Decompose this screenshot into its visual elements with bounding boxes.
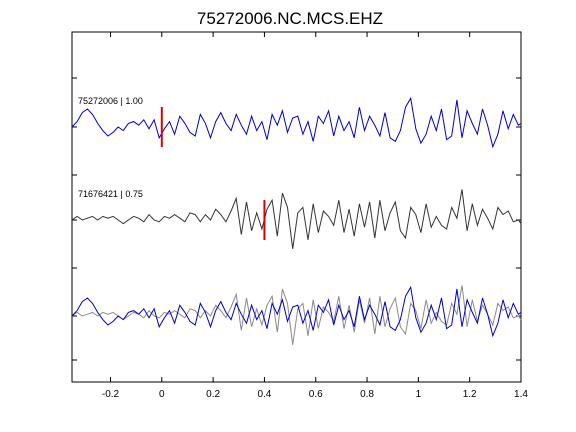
x-tick-label: 1 <box>416 389 422 400</box>
trace-panels: 75272006 | 1.00 71676421 | 0.75 <box>71 96 522 345</box>
trace-line-1 <box>71 96 522 149</box>
x-tick-label: 0.4 <box>257 389 271 400</box>
x-tick-label: 1.4 <box>514 389 528 400</box>
trace-label-1: 75272006 | 1.00 <box>78 96 143 106</box>
x-tick-label: 0.8 <box>360 389 374 400</box>
x-tick-label: 0.2 <box>206 389 220 400</box>
x-axis: -0.2 0 0.2 0.4 0.6 0.8 1 1.2 1.4 <box>102 32 528 400</box>
x-tick-label: 0 <box>159 389 165 400</box>
chart-title: 75272006.NC.MCS.EHZ <box>197 9 383 28</box>
overlay-trace-line-2 <box>71 285 522 338</box>
trace-line-2 <box>71 189 522 249</box>
x-tick-label: -0.2 <box>102 389 120 400</box>
x-tick-label: 0.6 <box>309 389 323 400</box>
plot-frame <box>71 31 522 383</box>
overlay-trace-line-1 <box>71 285 522 345</box>
trace-label-2: 71676421 | 0.75 <box>78 189 143 199</box>
x-tick-label: 1.2 <box>463 389 477 400</box>
